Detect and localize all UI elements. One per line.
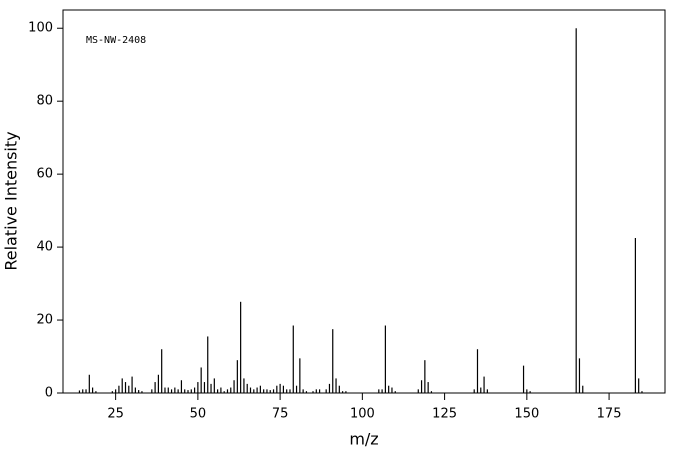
plot-frame (62, 9, 666, 394)
x-axis-label: m/z (349, 430, 378, 449)
x-tick-label: 125 (432, 407, 457, 422)
x-tick-label: 75 (272, 407, 289, 422)
x-tick-label: 25 (107, 407, 124, 422)
annotation: MS-NW-2408 (86, 35, 146, 46)
y-tick-label: 40 (36, 240, 53, 255)
y-tick-label: 20 (36, 313, 53, 328)
y-tick-label: 100 (28, 21, 53, 36)
y-tick-label: 0 (45, 386, 53, 401)
x-tick-label: 175 (597, 407, 622, 422)
x-tick-label: 150 (514, 407, 539, 422)
y-tick-label: 60 (36, 167, 53, 182)
x-tick-label: 50 (190, 407, 207, 422)
x-tick-label: 100 (350, 407, 375, 422)
y-tick-label: 80 (36, 94, 53, 109)
y-axis-label: Relative Intensity (2, 131, 21, 270)
